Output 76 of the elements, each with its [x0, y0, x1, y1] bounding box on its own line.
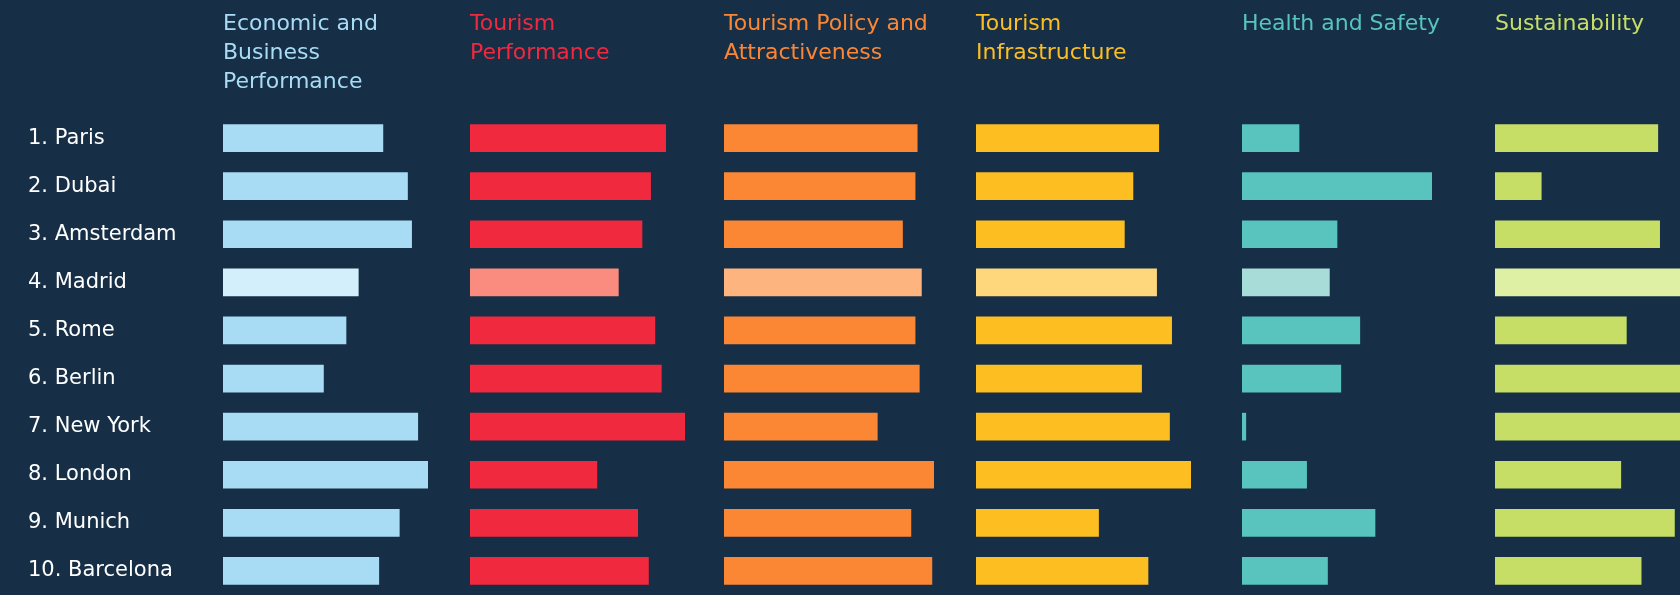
bar: [1495, 220, 1660, 249]
y-tick-label: 4. Madrid: [28, 268, 127, 293]
bar: [1242, 172, 1432, 200]
bar: [1242, 557, 1328, 585]
bar: [724, 316, 916, 345]
chart-title: Tourism Infrastructure: [976, 9, 1128, 66]
bar: [470, 220, 643, 249]
bar: [1495, 268, 1680, 297]
bar: [724, 268, 922, 297]
bar: [1495, 316, 1627, 345]
y-tick-label: 3. Amsterdam: [28, 220, 177, 245]
bar: [976, 316, 1172, 345]
bar: [470, 557, 649, 585]
bar: [470, 412, 685, 441]
bar: [223, 460, 428, 489]
bar: [724, 509, 912, 537]
y-tick-label: 10. Barcelona: [28, 557, 173, 582]
bar: [976, 412, 1170, 441]
y-tick-label: 6. Berlin: [28, 365, 116, 389]
bar: [470, 460, 598, 489]
y-tick-label: 7. New York: [28, 413, 152, 438]
bar: [1495, 412, 1680, 441]
bar: [1242, 460, 1307, 489]
bar: [223, 364, 324, 393]
bar: [1242, 268, 1330, 297]
bar: [223, 509, 400, 537]
bar: [976, 124, 1160, 152]
bar: [223, 557, 380, 585]
bar: [724, 220, 903, 249]
bar: [1495, 557, 1642, 585]
chart-title: Health and Safety: [1242, 9, 1441, 37]
bar: [1242, 412, 1247, 441]
chart-title: Economic and Business Performance: [223, 9, 379, 95]
bar: [470, 172, 651, 200]
bar: [724, 124, 918, 152]
bar: [976, 364, 1142, 393]
bar: [976, 172, 1134, 200]
bar: [976, 509, 1099, 537]
bar: [1242, 364, 1342, 393]
bar: [976, 268, 1157, 297]
bar: [1495, 364, 1680, 393]
bar: [1242, 220, 1338, 249]
bar: [1242, 316, 1361, 345]
y-tick-label: 1. Paris: [28, 124, 105, 149]
chart-title: Tourism Performance: [470, 9, 611, 66]
y-tick-label: 9. Munich: [28, 509, 131, 534]
bar: [724, 364, 920, 393]
bar: [1495, 460, 1622, 489]
bar: [223, 124, 384, 152]
bar: [1495, 509, 1675, 537]
y-tick-label: 8. London: [28, 461, 132, 486]
bar: [223, 220, 412, 249]
bar: [724, 172, 916, 200]
bar: [223, 412, 419, 441]
bar: [976, 220, 1125, 249]
bar: [1495, 124, 1659, 152]
y-tick-label: 5. Rome: [28, 316, 115, 341]
bar: [470, 509, 639, 537]
bar: [470, 268, 619, 297]
chart-title: Tourism Policy and Attractiveness: [724, 9, 929, 66]
bar: [470, 124, 666, 152]
y-tick-label: 2. Dubai: [28, 172, 117, 197]
bar: [724, 557, 933, 585]
bar: [223, 268, 359, 297]
chart-title: Sustainability: [1495, 9, 1645, 37]
bar: [1242, 124, 1300, 152]
bar: [724, 412, 878, 441]
bar: [470, 364, 662, 393]
bar: [223, 316, 347, 345]
bar: [223, 172, 408, 200]
bar: [1495, 172, 1542, 200]
bar: [976, 557, 1149, 585]
bar: [724, 460, 934, 489]
bar: [976, 460, 1191, 489]
bar: [1242, 509, 1376, 537]
bar: [470, 316, 656, 345]
